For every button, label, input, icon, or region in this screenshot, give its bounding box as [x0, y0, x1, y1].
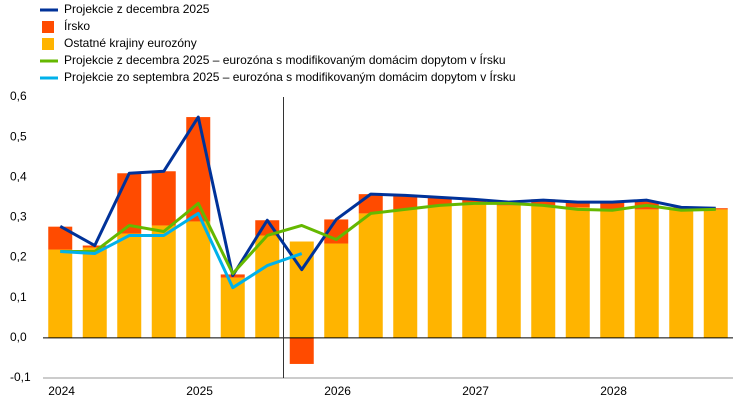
legend-label: Projekcie z decembra 2025 [64, 2, 210, 16]
bar [462, 203, 487, 338]
bar [600, 201, 625, 210]
legend-label: Projekcie z decembra 2025 – eurozóna s m… [64, 52, 506, 67]
legend-label: Projekcie zo septembra 2025 – eurozóna s… [64, 69, 516, 84]
legend-marker [42, 38, 54, 50]
line [60, 201, 716, 276]
y-tick-label: -0,1 [10, 370, 31, 384]
bar [151, 171, 176, 226]
line [59, 115, 716, 278]
bar [634, 209, 659, 338]
bar [151, 225, 176, 338]
bar [82, 247, 107, 338]
bar [496, 205, 521, 338]
bar [324, 243, 349, 338]
x-tick-label: 2025 [186, 384, 213, 398]
line [60, 211, 303, 290]
legend-marker [42, 21, 54, 33]
legend-label: Írsko [64, 18, 90, 33]
legend-label: Ostatné krajiny eurozóny [64, 36, 197, 50]
bar [600, 209, 625, 338]
bar [255, 235, 280, 338]
x-tick-label: 2027 [462, 384, 489, 398]
bar [565, 207, 590, 338]
bar [117, 233, 142, 338]
bar [427, 197, 452, 206]
x-tick-label: 2028 [600, 384, 627, 398]
x-tick-label: 2024 [48, 384, 75, 398]
bar [393, 209, 418, 338]
bar [358, 213, 383, 338]
bar [427, 205, 452, 338]
y-tick-label: 0,3 [10, 210, 27, 224]
bar [531, 205, 556, 338]
bar [358, 194, 383, 214]
bar [669, 209, 694, 338]
y-tick-label: 0,5 [10, 129, 27, 143]
bar [117, 173, 142, 234]
x-tick-label: 2026 [324, 384, 351, 398]
bar [462, 199, 487, 204]
bar [703, 208, 728, 210]
bar [289, 337, 314, 364]
bar [48, 226, 73, 250]
y-tick-label: 0,1 [10, 290, 27, 304]
y-tick-label: 0,4 [10, 169, 27, 183]
y-tick-label: 0,2 [10, 250, 27, 264]
bar [531, 199, 556, 206]
y-tick-label: 0,0 [10, 330, 27, 344]
bar [186, 221, 211, 338]
bar [565, 201, 590, 208]
y-tick-label: 0,6 [10, 89, 27, 103]
bar [48, 249, 73, 338]
bar [393, 195, 418, 210]
bar [703, 209, 728, 338]
